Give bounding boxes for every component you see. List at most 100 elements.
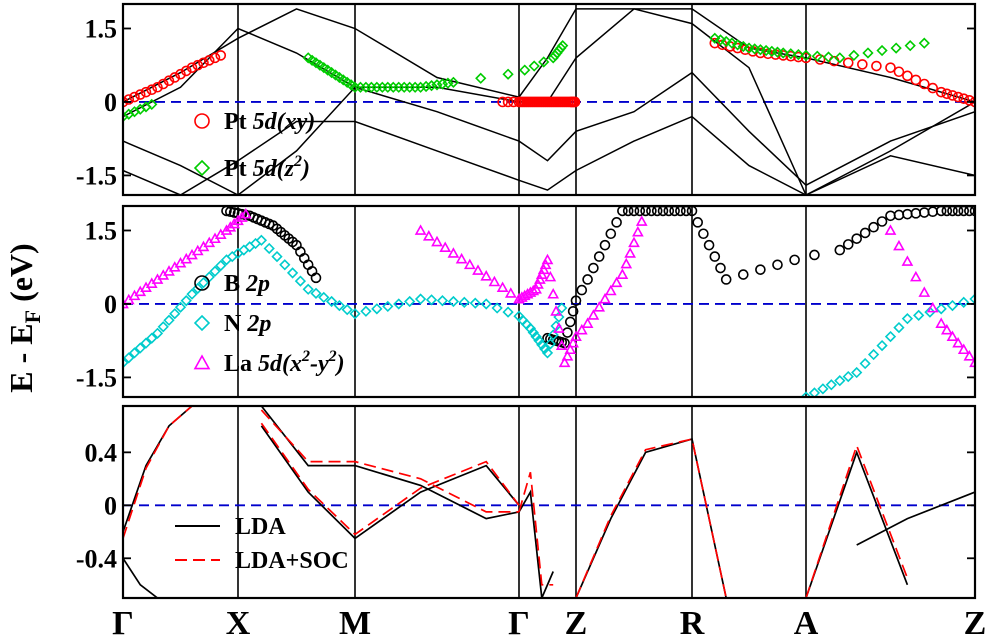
projection-marker-pt-dxy: [958, 93, 970, 104]
projection-marker-b-2p: [720, 274, 732, 285]
band-line-lda-3: [260, 425, 520, 540]
projection-marker-n-2p: [371, 303, 383, 315]
projection-marker-pt-dxy: [209, 52, 221, 64]
projection-marker-pt-dz2: [822, 51, 835, 63]
projection-marker-n-2p: [302, 283, 314, 295]
projection-marker-b-2p: [564, 316, 576, 328]
projection-marker-pt-dz2: [890, 42, 902, 54]
projection-marker-la-d: [935, 317, 948, 328]
projection-marker-n-2p: [249, 237, 262, 250]
ytick-label: 1.5: [85, 216, 118, 245]
projection-marker-n-2p: [969, 293, 975, 305]
projection-marker-pt-dxy: [146, 84, 158, 96]
band-line-lda-1: [123, 557, 159, 598]
projection-marker-b-2p: [593, 251, 605, 262]
projection-marker-pt-dz2: [918, 37, 930, 49]
y-axis-title: E - EF (eV): [3, 243, 45, 392]
projection-marker-pt-dxy: [152, 81, 163, 93]
projection-marker-la-d: [570, 330, 582, 341]
projection-marker-pt-dxy: [186, 62, 198, 73]
projection-marker-la-d: [447, 247, 460, 258]
projection-marker-la-d: [620, 257, 633, 269]
projection-marker-b-2p: [236, 208, 248, 220]
band-line-band-4: [123, 115, 975, 195]
kpoint-label: M: [339, 605, 371, 639]
kpoint-label: R: [680, 605, 705, 639]
projection-marker-b-2p: [755, 264, 766, 275]
projection-marker-la-d: [909, 270, 922, 282]
projection-marker-n-2p: [553, 311, 565, 323]
projection-marker-n-2p: [360, 305, 372, 317]
projection-marker-b-2p: [859, 227, 871, 239]
projection-marker-pt-dz2: [714, 34, 727, 46]
band-line-lda-soc-0: [123, 406, 193, 539]
band-line-lda-soc-1: [260, 409, 519, 513]
projection-marker-la-d: [926, 301, 939, 313]
projection-marker-la-d: [635, 215, 648, 226]
projection-marker-la-d: [946, 330, 959, 341]
projection-marker-n-2p: [502, 306, 514, 318]
projection-marker-pt-dxy: [732, 42, 743, 54]
projection-marker-la-d: [957, 343, 970, 355]
projection-marker-la-d: [624, 247, 636, 258]
legend-marker: [194, 275, 210, 291]
projection-marker-pt-dz2: [502, 68, 514, 80]
projection-marker-n-2p: [146, 332, 158, 344]
band-line-lda-4: [518, 489, 554, 598]
projection-marker-la-d: [918, 286, 931, 297]
projection-marker-n-2p: [318, 291, 330, 304]
projection-marker-n-2p: [186, 288, 198, 300]
projection-marker-n-2p: [800, 391, 812, 397]
projection-marker-n-2p: [458, 296, 470, 308]
legend-marker: [193, 354, 211, 370]
projection-marker-n-2p: [536, 339, 548, 351]
panel-frame-middle: [121, 204, 977, 399]
band-line-lda-soc-2: [260, 422, 520, 536]
projection-marker-pt-dxy: [800, 52, 812, 64]
projection-marker-n-2p: [834, 375, 846, 387]
projection-marker-n-2p: [469, 297, 481, 309]
projection-marker-n-2p: [414, 293, 427, 305]
projection-marker-n-2p: [271, 250, 283, 263]
projection-marker-n-2p: [157, 321, 169, 333]
projection-marker-pt-dz2: [720, 35, 732, 48]
projection-marker-pt-dz2: [876, 44, 888, 57]
projection-marker-n-2p: [817, 383, 829, 395]
legend-label: LDA+SOC: [235, 548, 349, 574]
projection-marker-pt-dxy: [497, 96, 508, 108]
projection-marker-pt-dxy: [947, 90, 958, 101]
legend-label: La 5d(x2-y2): [224, 348, 345, 377]
projection-marker-pt-dz2: [436, 78, 449, 90]
projection-marker-b-2p: [789, 254, 800, 266]
ytick-label: 1.5: [85, 14, 118, 43]
projection-marker-b-2p: [885, 210, 896, 222]
projection-marker-n-2p: [533, 335, 545, 347]
legend-marker: [193, 159, 211, 177]
panel-frame-top: [121, 2, 977, 197]
projection-marker-b-2p: [698, 228, 709, 240]
projection-marker-la-d: [496, 281, 509, 293]
projection-marker-n-2p: [867, 348, 880, 361]
projection-marker-pt-dxy: [964, 95, 975, 106]
projection-marker-n-2p: [884, 330, 897, 343]
projection-marker-b-2p: [715, 262, 726, 274]
projection-marker-n-2p: [180, 295, 192, 307]
projection-marker-n-2p: [123, 352, 135, 364]
kpoint-label: Z: [565, 605, 588, 639]
projection-marker-la-d: [963, 350, 975, 361]
projection-marker-n-2p: [310, 287, 322, 299]
projection-marker-n-2p: [851, 366, 863, 379]
projection-marker-pt-dz2: [555, 42, 567, 54]
projection-marker-n-2p: [255, 234, 268, 246]
projection-marker-pt-dz2: [848, 49, 860, 62]
projection-marker-la-d: [555, 339, 568, 350]
projection-marker-pt-dz2: [800, 49, 812, 62]
panel-bottom: 0.4 0 -0.4 LDA LDA+SOC: [76, 404, 977, 600]
projection-marker-b-2p: [834, 244, 846, 256]
kpoint-label: Γ: [508, 605, 530, 639]
projection-marker-n-2p: [859, 357, 871, 370]
legend-label: Pt 5d(z2): [224, 153, 310, 182]
band-line-lda-5: [575, 438, 728, 598]
projection-marker-la-d: [541, 253, 554, 265]
